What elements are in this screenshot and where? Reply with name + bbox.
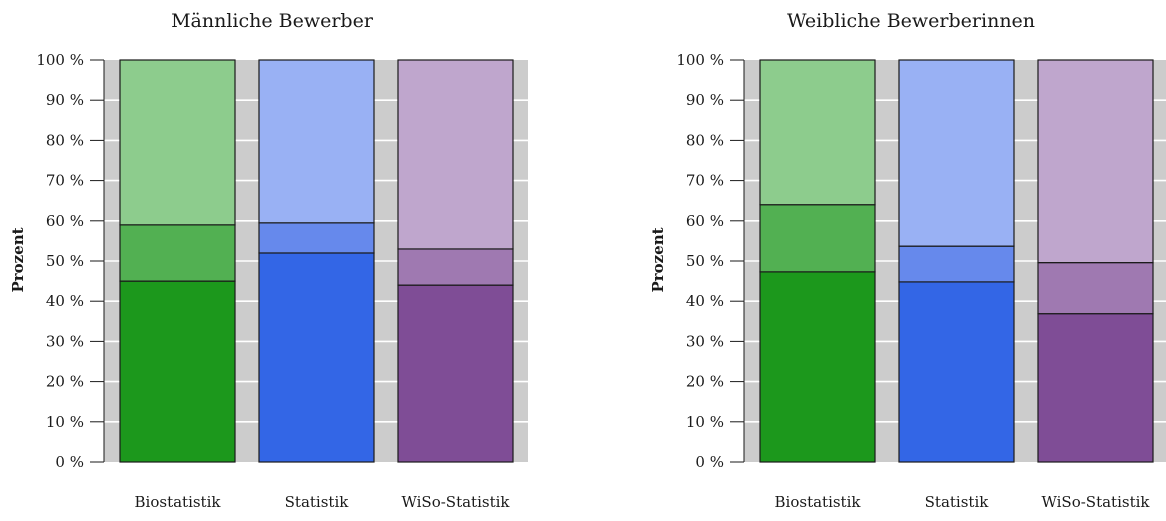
y-tick-label: 50 %: [686, 252, 724, 270]
bar-segment: [1037, 59, 1154, 264]
bar-segment: [397, 248, 514, 286]
bar-segment: [258, 222, 375, 254]
bar-segment: [258, 252, 375, 463]
bar-segment: [119, 224, 236, 282]
bar-segment: [898, 59, 1015, 247]
x-tick-label: Statistik: [285, 493, 350, 511]
y-tick-label: 90 %: [686, 91, 724, 109]
bar-segment: [258, 59, 375, 224]
chart-title: Weibliche Bewerberinnen: [787, 10, 1035, 32]
panel-female: Weibliche Bewerberinnen Prozent Biostati…: [649, 10, 1166, 511]
y-tick-label: 60 %: [686, 212, 724, 230]
bar-segment: [119, 280, 236, 463]
bar-segment: [759, 204, 876, 273]
y-tick-label: 60 %: [46, 212, 84, 230]
y-tick-label: 40 %: [686, 292, 724, 310]
y-tick-label: 10 %: [686, 413, 724, 431]
y-tick-label: 20 %: [686, 373, 724, 391]
chart-title: Männliche Bewerber: [171, 10, 374, 32]
bar-segment: [1037, 262, 1154, 315]
y-tick-label: 40 %: [46, 292, 84, 310]
y-tick-label: 30 %: [686, 332, 724, 350]
bar-segment: [759, 271, 876, 463]
y-tick-label: 30 %: [46, 332, 84, 350]
y-tick-label: 50 %: [46, 252, 84, 270]
bar-segment: [898, 245, 1015, 283]
y-tick-label: 100 %: [676, 51, 724, 69]
y-axis-label: Prozent: [649, 227, 667, 292]
x-tick-label: Statistik: [925, 493, 990, 511]
bar-segment: [898, 281, 1015, 463]
y-tick-label: 0 %: [55, 453, 84, 471]
bar-segment: [397, 59, 514, 250]
x-tick-label: WiSo-Statistik: [401, 493, 510, 511]
x-tick-label: Biostatistik: [775, 493, 862, 511]
bar-segment: [119, 59, 236, 226]
y-tick-label: 100 %: [36, 51, 84, 69]
panel-male: Männliche Bewerber Prozent Biostatistik S…: [9, 10, 528, 511]
y-tick-label: 70 %: [46, 172, 84, 190]
bar-segment: [759, 59, 876, 206]
x-tick-label: Biostatistik: [135, 493, 222, 511]
bar-segment: [1037, 313, 1154, 463]
y-tick-label: 80 %: [46, 131, 84, 149]
bar-segment: [397, 284, 514, 463]
y-tick-label: 20 %: [46, 373, 84, 391]
y-tick-label: 80 %: [686, 131, 724, 149]
y-tick-label: 70 %: [686, 172, 724, 190]
y-axis-label: Prozent: [9, 227, 27, 292]
y-tick-label: 10 %: [46, 413, 84, 431]
y-tick-label: 90 %: [46, 91, 84, 109]
y-tick-label: 0 %: [695, 453, 724, 471]
x-tick-label: WiSo-Statistik: [1041, 493, 1150, 511]
